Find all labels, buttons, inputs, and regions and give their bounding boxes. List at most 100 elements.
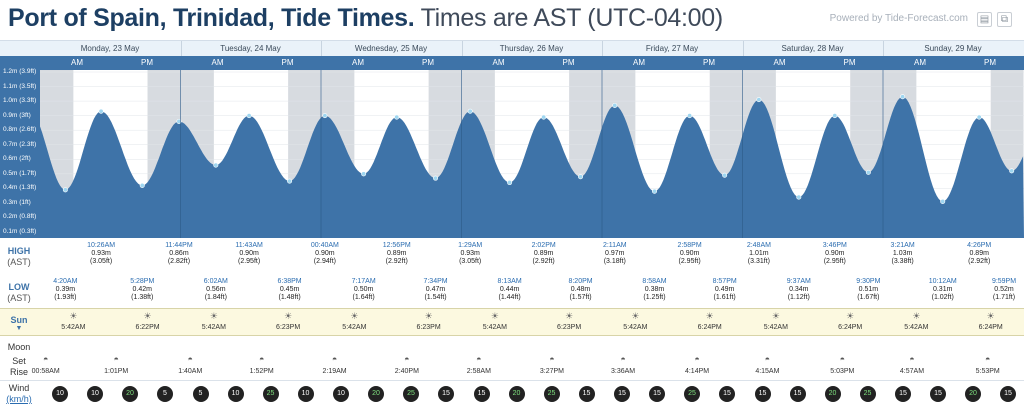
tide-point[interactable] bbox=[541, 114, 547, 120]
sunrise-time: 5:42AM bbox=[482, 324, 507, 331]
tide-point[interactable] bbox=[467, 108, 473, 114]
sunrise-time: 5:42AM bbox=[763, 324, 788, 331]
tide-point[interactable] bbox=[176, 118, 182, 124]
sunrise-icon: ☀ bbox=[631, 311, 640, 321]
sunrise-icon: ☀ bbox=[69, 311, 78, 321]
high-tide-cell-time: 1:29AM bbox=[458, 242, 483, 249]
wind-speed-icon: 15 bbox=[789, 386, 806, 402]
wind-unit-toggle[interactable]: (km/h) bbox=[6, 394, 32, 404]
am-label: AM bbox=[211, 58, 224, 67]
high-tide-cell: 2:48AM 1.01m (3.31ft) bbox=[739, 242, 779, 266]
tide-point[interactable] bbox=[651, 188, 657, 194]
tide-point[interactable] bbox=[98, 108, 104, 114]
sunset-icon: ☀ bbox=[986, 311, 995, 321]
low-tide-cell: 5:28PM 0.42m (1.38ft) bbox=[122, 278, 162, 302]
low-tide-cell-time: 9:30PM bbox=[856, 278, 881, 285]
high-tide-cell-feet: (3.31ft) bbox=[747, 258, 770, 265]
low-tide-cell-meters: 0.50m bbox=[353, 286, 374, 293]
tide-point[interactable] bbox=[756, 97, 762, 103]
tide-point[interactable] bbox=[62, 187, 68, 193]
high-tide-cell-time: 3:21AM bbox=[890, 242, 915, 249]
high-tide-cell-meters: 0.89m bbox=[533, 250, 554, 257]
wind-speed-icon: 25 bbox=[403, 386, 419, 402]
tide-point[interactable] bbox=[832, 113, 838, 119]
tide-point[interactable] bbox=[687, 113, 693, 119]
low-tide-cell-meters: 0.34m bbox=[789, 286, 809, 293]
high-tide-cell-meters: 1.03m bbox=[892, 250, 913, 257]
tide-point[interactable] bbox=[796, 194, 802, 200]
tide-point[interactable] bbox=[865, 169, 871, 175]
wind-speed-icon: 15 bbox=[754, 386, 771, 402]
high-tide-cell: 2:02PM 0.89m (2.92ft) bbox=[524, 242, 564, 266]
low-tide-cell: 4:20AM 0.39m (1.93ft) bbox=[45, 278, 85, 302]
wind-speed-icon: 20 bbox=[368, 386, 384, 402]
high-tide-cell: 3:46PM 0.90m (2.95ft) bbox=[815, 242, 855, 266]
day-label: Monday, 23 May bbox=[80, 44, 140, 53]
print-icon[interactable]: ▤ bbox=[977, 12, 992, 27]
wind-speed-icon: 20 bbox=[508, 386, 525, 402]
tide-point[interactable] bbox=[612, 102, 618, 108]
high-tide-cell-feet: (2.92ft) bbox=[532, 258, 555, 265]
low-tide-cell-feet: (1.48ft) bbox=[278, 294, 301, 301]
high-tide-cell: 2:58PM 0.90m (2.95ft) bbox=[670, 242, 710, 266]
low-tide-cell-meters: 0.52m bbox=[994, 286, 1014, 293]
moonrise-time: 5:53PM bbox=[975, 368, 1000, 375]
moon-set-label: Set bbox=[12, 356, 26, 366]
wind-speed-icon: 10 bbox=[87, 386, 103, 402]
low-tide-cell-feet: (1.02ft) bbox=[931, 294, 954, 301]
low-tide-cell: 8:57PM 0.49m (1.61ft) bbox=[705, 278, 745, 302]
day-label: Sunday, 29 May bbox=[924, 44, 982, 53]
tide-point[interactable] bbox=[287, 178, 293, 184]
tide-point[interactable] bbox=[139, 182, 145, 188]
day-label: Wednesday, 25 May bbox=[354, 44, 428, 53]
high-tide-cell: 00:40AM 0.90m (2.94ft) bbox=[305, 242, 345, 266]
sun-row-label: Sun bbox=[10, 315, 28, 325]
tide-point[interactable] bbox=[213, 162, 219, 168]
sun-expand-icon[interactable]: ▼ bbox=[15, 325, 23, 332]
tide-point[interactable] bbox=[900, 94, 906, 100]
tide-point[interactable] bbox=[394, 114, 400, 120]
low-row-label: LOW bbox=[8, 282, 30, 292]
tide-point[interactable] bbox=[1009, 168, 1015, 174]
moonset-icon: ◓ bbox=[331, 354, 338, 364]
tide-point[interactable] bbox=[507, 180, 513, 186]
low-tide-cell-time: 9:59PM bbox=[991, 278, 1017, 285]
wind-speed-icon: 10 bbox=[52, 386, 68, 402]
high-tide-cell-feet: (2.92ft) bbox=[385, 258, 408, 265]
tide-point[interactable] bbox=[940, 198, 946, 204]
low-row-tz: (AST) bbox=[7, 293, 31, 303]
tide-point[interactable] bbox=[361, 171, 367, 177]
tide-point[interactable] bbox=[976, 114, 982, 120]
wind-speed-icon: 15 bbox=[614, 386, 630, 402]
wind-row-label: Wind bbox=[8, 383, 30, 393]
sunset-time: 6:22PM bbox=[135, 324, 160, 331]
tide-point[interactable] bbox=[246, 113, 252, 119]
tide-point[interactable] bbox=[433, 175, 439, 181]
wind-speed-icon: 25 bbox=[859, 386, 876, 402]
wind-speed-icon: 15 bbox=[895, 386, 911, 402]
sunrise-time: 5:42AM bbox=[342, 324, 367, 331]
day-divider bbox=[461, 41, 463, 57]
high-tide-cell-time: 2:02PM bbox=[531, 242, 556, 249]
low-tide-cell: 9:37AM 0.34m (1.12ft) bbox=[779, 278, 819, 302]
day-divider bbox=[180, 41, 182, 57]
am-label: AM bbox=[633, 58, 645, 67]
powered-by-link[interactable]: Powered by Tide-Forecast.com bbox=[829, 13, 968, 24]
wind-speed-icon: 15 bbox=[649, 386, 665, 402]
tide-point[interactable] bbox=[322, 113, 328, 119]
tide-point[interactable] bbox=[578, 174, 584, 180]
day-divider bbox=[321, 41, 322, 57]
tide-point[interactable] bbox=[722, 172, 728, 178]
moonrise-time: 1:52PM bbox=[249, 368, 274, 375]
low-tide-cell-feet: (1.12ft) bbox=[787, 294, 810, 301]
moonset-time: 3:36AM bbox=[611, 368, 636, 375]
low-tide-cell: 6:02AM 0.56m (1.84ft) bbox=[196, 278, 236, 302]
low-tide-cell-feet: (1.67ft) bbox=[857, 294, 880, 301]
high-tide-cell-meters: 0.93m bbox=[460, 250, 480, 257]
low-tide-cell-time: 6:02AM bbox=[203, 278, 228, 285]
y-axis-panel bbox=[0, 70, 40, 238]
wind-speed-icon: 15 bbox=[930, 386, 946, 402]
moonrise-icon: ◓ bbox=[258, 354, 265, 364]
low-tide-cell-time: 8:58AM bbox=[642, 278, 667, 285]
share-icon[interactable]: ⧉ bbox=[997, 12, 1012, 27]
